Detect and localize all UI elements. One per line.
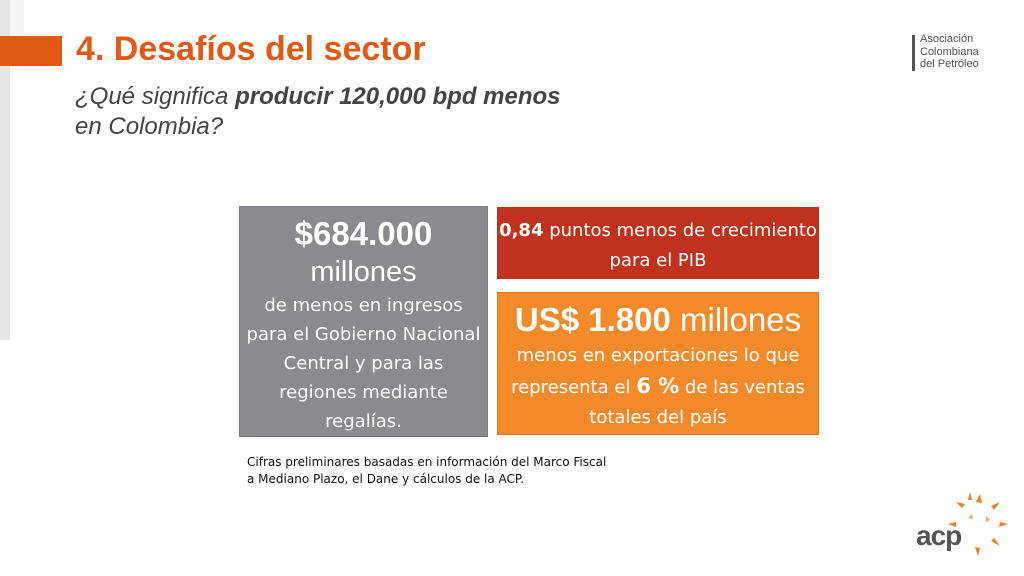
side-stripe [0,0,10,340]
logo-line-1: Asociación [920,33,974,45]
income-loss-unit: millones [310,256,417,288]
income-loss-amount: $684.000 [294,215,433,252]
footnote-line-2: a Mediano Plazo, el Dane y cálculos de l… [247,472,525,486]
star-burst-icon [948,492,1008,556]
exports-description: menos en exportaciones lo que representa… [498,341,818,433]
subtitle-bold: producir 120,000 bpd menos [235,83,561,110]
gdp-growth-text: puntos menos de crecimiento para el PIB [543,220,817,271]
logo-bar [912,35,915,71]
subtitle-suffix: en Colombia? [75,113,224,140]
logo-line-3: del Petróleo [920,58,979,70]
exports-box: US$ 1.800 millones menos en exportacione… [497,292,819,435]
slide-title: 4. Desafíos del sector [76,30,426,68]
income-loss-box: $684.000 millones de menos en ingresos p… [239,206,488,437]
exports-unit: millones [670,301,802,338]
exports-percent: 6 % [636,374,680,398]
footnote-line-1: Cifras preliminares basadas en informaci… [247,455,607,469]
title-accent-bar [0,36,62,66]
exports-desc-after: de las ventas totales del país [589,377,805,428]
footnote: Cifras preliminares basadas en informaci… [247,454,647,488]
exports-amount: US$ 1.800 [514,301,671,338]
exports-headline: US$ 1.800 millones [498,299,818,341]
logo-line-2: Colombiana [920,45,979,58]
exports-desc-before: menos en exportaciones lo que representa… [511,345,800,398]
logo-text: Asociación Colombiana del Petróleo [920,33,979,71]
gdp-growth-value: 0,84 [499,220,544,241]
gdp-growth-box: 0,84 puntos menos de crecimiento para el… [497,207,819,279]
subtitle-prefix: ¿Qué significa [75,83,236,110]
slide-subtitle: ¿Qué significa producir 120,000 bpd meno… [75,82,675,142]
acp-wordmark: acp [916,520,962,551]
income-loss-description: de menos en ingresos para el Gobierno Na… [246,295,481,432]
acp-header-logo: Asociación Colombiana del Petróleo [912,33,992,73]
acp-footer-logo: acp [912,492,1022,576]
